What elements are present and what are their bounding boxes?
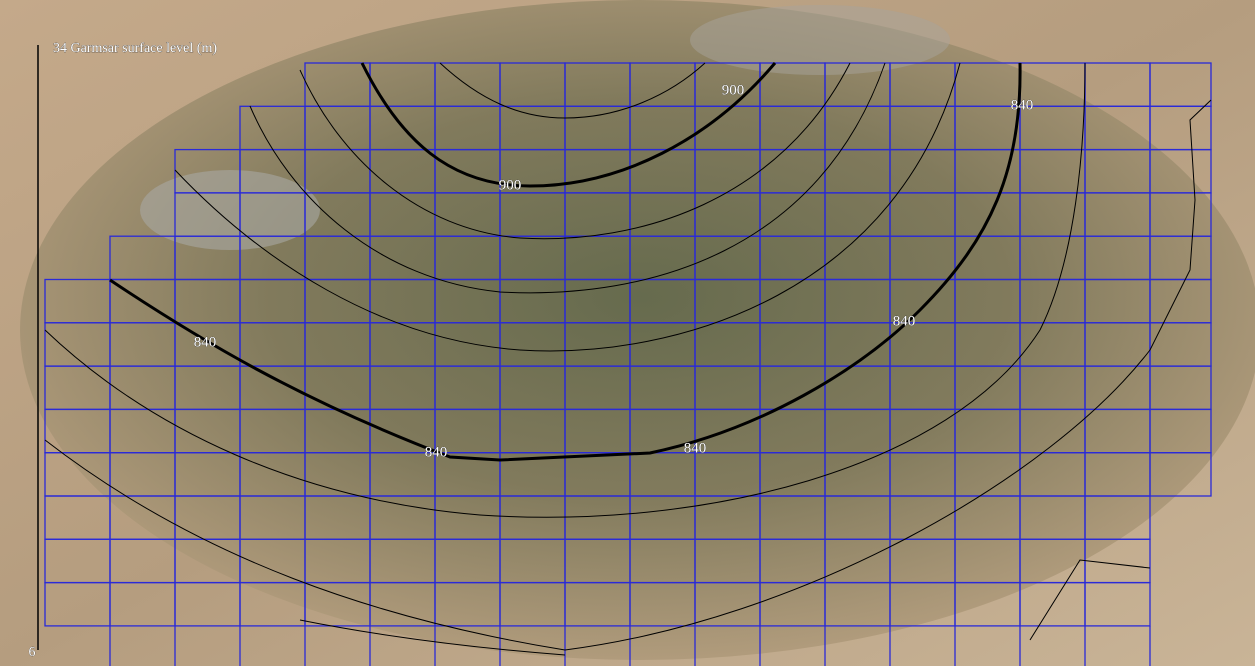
scale-label: 6 xyxy=(29,645,36,660)
contour xyxy=(249,62,886,294)
contour-label: 840 xyxy=(684,440,707,456)
contour-label: 840 xyxy=(194,334,217,350)
vegetation xyxy=(20,0,1255,660)
contour xyxy=(360,62,777,188)
town xyxy=(140,170,320,250)
contour xyxy=(439,62,706,119)
contour-label: 900 xyxy=(499,177,522,193)
contour xyxy=(299,559,1151,656)
contour xyxy=(44,62,1086,518)
contour-label: 840 xyxy=(893,313,916,329)
contour-label: 900 xyxy=(722,82,745,98)
legend-title: 34 Garmsar surface level (m) xyxy=(53,41,217,56)
grid-cell xyxy=(1084,581,1151,627)
contour-label: 840 xyxy=(1011,97,1034,113)
contour xyxy=(44,99,1212,651)
contour-label: 840 xyxy=(425,444,448,460)
town xyxy=(690,5,950,75)
contour xyxy=(299,62,851,240)
contours xyxy=(44,62,1212,656)
contour xyxy=(109,62,1022,462)
grid-cell xyxy=(1149,452,1212,497)
contour xyxy=(174,62,961,352)
